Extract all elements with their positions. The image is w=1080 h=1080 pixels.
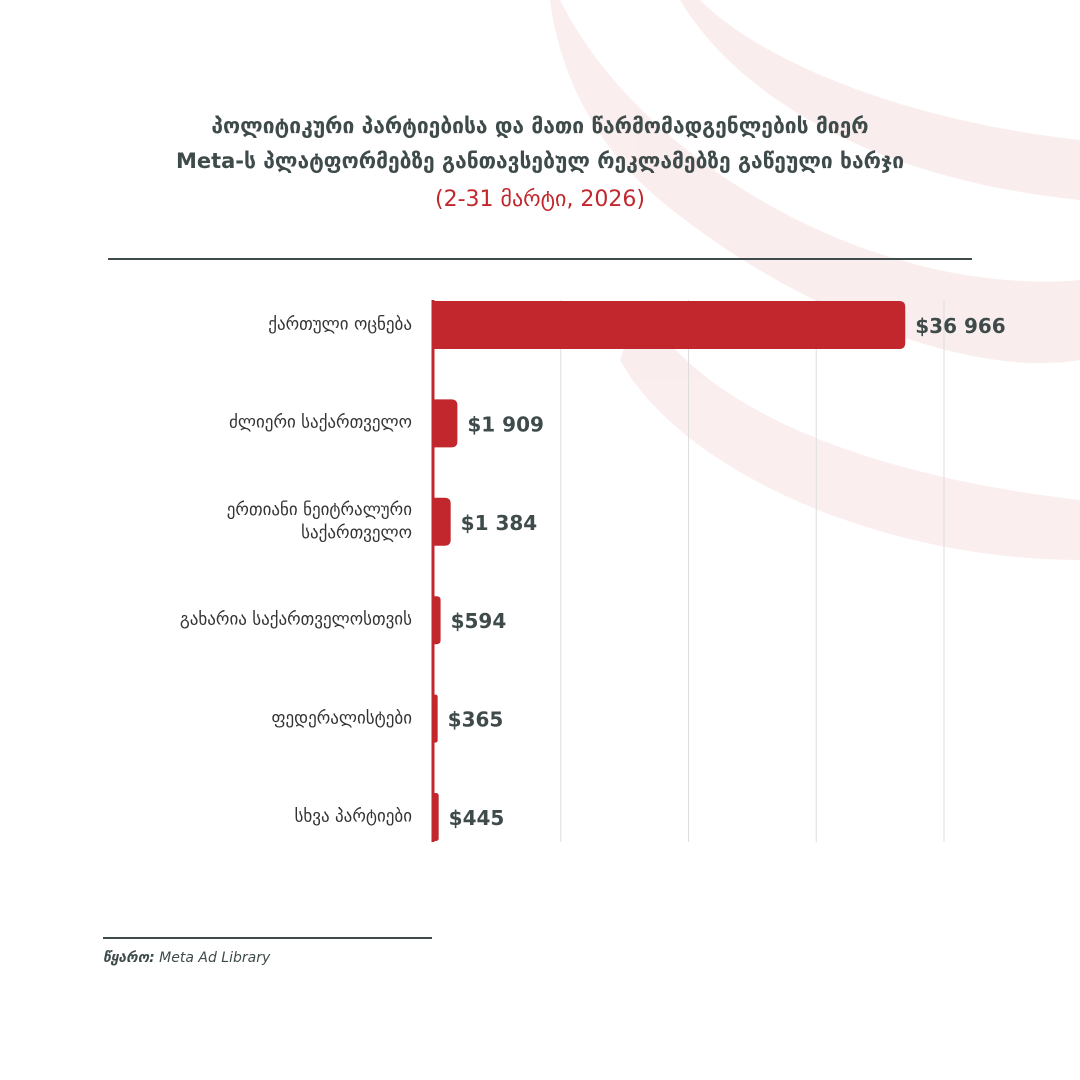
value-label: $445: [449, 806, 505, 830]
source-label: წყარო:: [103, 950, 155, 966]
source-text: Meta Ad Library: [159, 950, 271, 966]
bar: [433, 497, 451, 546]
y-tick-label: ძლიერი საქართველო: [229, 412, 412, 433]
y-tick-label: ერთიანი ნეიტრალური საქართველო: [226, 499, 412, 543]
y-tick-label: გახარია საქართველოსთვის: [179, 609, 412, 630]
bar: [433, 596, 441, 645]
y-tick-label: ქართული ოცნება: [268, 314, 412, 335]
value-label: $1 384: [461, 511, 538, 535]
value-label: $365: [448, 708, 504, 732]
y-tick-label: ფედერალისტები: [271, 708, 413, 729]
y-tick-label: სხვა პარტიები: [294, 806, 412, 827]
chart-title: პოლიტიკური პარტიებისა და მათი წარმომადგე…: [211, 114, 869, 138]
value-label: $594: [451, 609, 507, 633]
value-label: $36 966: [915, 314, 1005, 338]
chart-title: Meta-ს პლატფორმებზე განთავსებულ რეკლამებ…: [175, 149, 905, 173]
chart-subtitle: (2-31 მარტი, 2026): [434, 187, 646, 212]
bar: [433, 399, 458, 448]
background-ribbon: [550, 0, 1080, 560]
bar: [433, 301, 906, 349]
source: წყარო: Meta Ad Library: [103, 950, 270, 966]
value-label: $1 909: [467, 412, 544, 436]
